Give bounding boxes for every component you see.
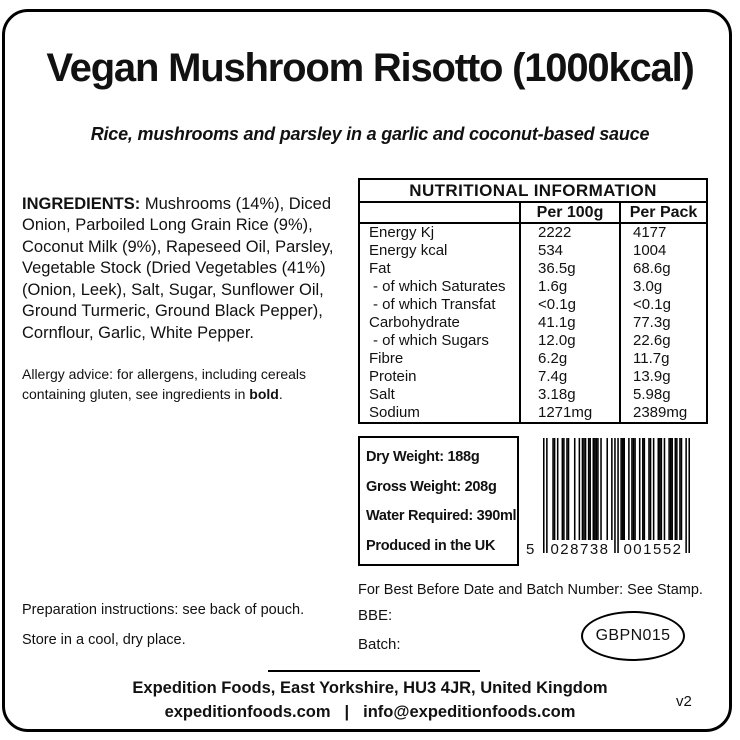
table-row: Protein 7.4g 13.9g [359,368,708,386]
nutrition-value-per100g: 1.6g [519,278,620,296]
nutrition-header-blank [359,202,520,224]
table-row: Energy Kj 2222 4177 [359,223,708,242]
table-row: - of which Saturates 1.6g 3.0g [359,278,708,296]
nutrition-value-perpack: 68.6g [618,260,708,278]
nutrition-value-per100g: 36.5g [519,260,620,278]
nutrition-row-label: Fat [369,260,391,277]
bbe-label: BBE: [358,607,393,624]
table-row: Sodium 1271mg 2389mg [359,404,708,423]
nutrition-value-perpack: 1004 [618,242,708,260]
storage-instructions: Store in a cool, dry place. [22,632,186,648]
nutrition-value-perpack: 22.6g [618,332,708,350]
footer-website: expeditionfoods.com [164,703,331,721]
water-required: Water Required: 390ml [366,508,517,524]
label-border [2,9,732,732]
table-row: Carbohydrate 41.1g 77.3g [359,314,708,332]
nutrition-value-perpack: 4177 [618,223,708,242]
ingredients-paragraph: INGREDIENTS: Mushrooms (14%), Diced Onio… [22,194,358,345]
best-before-note: For Best Before Date and Batch Number: S… [358,582,703,598]
nutrition-value-per100g: 41.1g [519,314,620,332]
barcode-bars [543,438,690,553]
nutrition-value-per100g: 534 [519,242,620,260]
nutrition-row-label: - of which Saturates [373,278,506,295]
allergy-text: Allergy advice: for allergens, including… [22,366,307,402]
nutrition-value-per100g: 7.4g [519,368,620,386]
allergy-bold-word: bold [249,385,279,402]
nutrition-row-label: Carbohydrate [369,314,460,331]
nutrition-row-label: Fibre [369,350,404,367]
nutrition-header-perpack: Per Pack [618,202,708,224]
footer-separator: | [344,703,350,721]
barcode-left-digits: 028738 [548,541,612,558]
nutrition-value-per100g: 3.18g [519,386,620,404]
footer-contact: expeditionfoods.com | info@expeditionfoo… [0,703,740,722]
gross-weight: Gross Weight: 208g [366,478,497,495]
nutrition-value-per100g: 2222 [519,223,620,242]
nutrition-value-perpack: 13.9g [618,368,708,386]
footer-address: Expedition Foods, East Yorkshire, HU3 4J… [132,679,608,697]
produced-in: Produced in the UK [366,537,496,554]
nutrition-value-per100g: 6.2g [519,350,620,368]
product-subtitle: Rice, mushrooms and parsley in a garlic … [90,124,650,144]
table-row: - of which Transfat <0.1g <0.1g [359,296,708,314]
batch-label: Batch: [358,636,401,653]
nutrition-row-label: - of which Transfat [373,296,496,313]
table-row: Fibre 6.2g 11.7g [359,350,708,368]
ingredients-heading: INGREDIENTS: [22,194,141,213]
preparation-instructions: Preparation instructions: see back of po… [22,602,305,618]
table-row: Fat 36.5g 68.6g [359,260,708,278]
nutrition-table-title: NUTRITIONAL INFORMATION [359,179,708,203]
nutrition-value-perpack: 2389mg [618,404,708,423]
table-row: - of which Sugars 12.0g 22.6g [359,332,708,350]
nutrition-row-label: Sodium [369,404,420,421]
version-label: v2 [676,693,692,710]
nutrition-value-per100g: 12.0g [519,332,620,350]
nutrition-value-per100g: 1271mg [519,404,620,423]
nutrition-header-row: Per 100g Per Pack [359,202,708,224]
product-title: Vegan Mushroom Risotto (1000kcal) [46,46,694,90]
nutrition-value-per100g: <0.1g [519,296,620,314]
nutrition-row-label: - of which Sugars [373,332,489,349]
allergy-text-end: . [278,385,283,402]
nutrition-row-label: Salt [369,386,395,403]
ingredients-text: Mushrooms (14%), Diced Onion, Parboiled … [22,194,334,342]
nutrition-header-per100g: Per 100g [519,202,620,224]
weight-info-box: Dry Weight: 188g Gross Weight: 208g Wate… [358,436,519,566]
nutrition-row-label: Energy kcal [369,242,448,259]
nutrition-table: NUTRITIONAL INFORMATION Per 100g Per Pac… [358,178,709,424]
barcode-right-digits: 001552 [621,541,685,558]
nutrition-value-perpack: 11.7g [618,350,708,368]
nutrition-value-perpack: <0.1g [618,296,708,314]
footer-email: info@expeditionfoods.com [363,703,576,721]
footer-divider [268,670,480,672]
barcode-first-digit: 5 [526,541,535,558]
nutrition-title-row: NUTRITIONAL INFORMATION [359,179,708,203]
nutrition-row-label: Energy Kj [369,224,435,241]
batch-stamp: GBPN015 [581,611,685,661]
table-row: Salt 3.18g 5.98g [359,386,708,404]
nutrition-value-perpack: 3.0g [618,278,708,296]
nutrition-value-perpack: 5.98g [618,386,708,404]
table-row: Energy kcal 534 1004 [359,242,708,260]
barcode: 5 028738 001552 [526,438,698,578]
dry-weight: Dry Weight: 188g [366,449,480,465]
nutrition-row-label: Protein [369,368,417,385]
nutrition-value-perpack: 77.3g [618,314,708,332]
allergy-advice: Allergy advice: for allergens, including… [22,365,358,404]
